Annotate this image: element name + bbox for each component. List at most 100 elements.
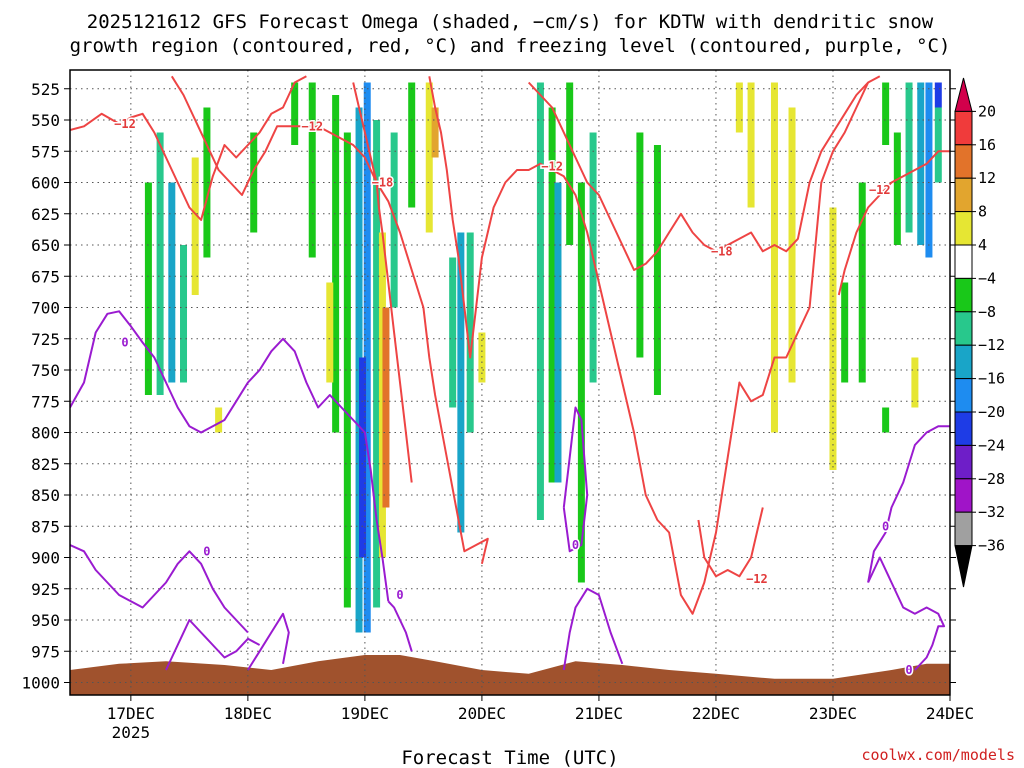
chart-title-line2: growth region (contoured, red, °C) and f…	[70, 35, 951, 57]
colorbar-label: 20	[978, 102, 996, 120]
y-tick-label: 675	[31, 267, 60, 286]
purple-contour-label: 0	[882, 519, 889, 533]
y-tick-label: 750	[31, 361, 60, 380]
colorbar-label: 16	[978, 136, 996, 154]
omega-cell	[156, 132, 164, 395]
omega-cell	[893, 132, 901, 245]
omega-cell	[291, 82, 299, 145]
colorbar-label: 12	[978, 169, 996, 187]
colorbar-label: −16	[978, 370, 1005, 388]
terrain-fill	[70, 655, 950, 695]
omega-cell	[180, 245, 188, 383]
y-tick-label: 625	[31, 205, 60, 224]
colorbar-swatch	[954, 344, 973, 380]
purple-contour-line	[562, 587, 624, 671]
omega-cell	[215, 407, 223, 433]
terrain-surface	[70, 655, 950, 695]
colorbar-label: −12	[978, 336, 1005, 354]
chart-title-line1: 2025121612 GFS Forecast Omega (shaded, −…	[87, 11, 934, 33]
red-contour-line	[527, 81, 869, 271]
y-tick-label: 925	[31, 580, 60, 599]
y-tick-label: 600	[31, 174, 60, 193]
omega-cell	[191, 157, 199, 295]
colorbar-swatch	[954, 311, 973, 346]
x-tick-label: 24DEC	[926, 704, 974, 723]
red-contour-label: −12	[541, 159, 563, 173]
colorbar-label: −32	[978, 503, 1005, 521]
y-tick-label: 650	[31, 236, 60, 255]
colorbar-swatch	[954, 277, 973, 313]
omega-cell	[431, 107, 439, 158]
omega-cell	[449, 257, 457, 408]
omega-cell	[378, 232, 386, 558]
purple-contour-label: 0	[572, 538, 579, 552]
x-axis-label: Forecast Time (UTC)	[401, 747, 618, 768]
dendritic-contours	[70, 75, 950, 615]
colorbar-swatch	[954, 244, 973, 279]
purple-contour-label: 0	[121, 336, 128, 350]
plot-frame	[69, 69, 951, 696]
omega-cell	[326, 282, 334, 383]
red-contour-line	[428, 75, 881, 615]
omega-cell	[653, 145, 661, 395]
colorbar-label: −20	[978, 403, 1005, 421]
omega-cell	[917, 82, 925, 245]
omega-cell	[308, 82, 316, 258]
omega-cell	[882, 407, 890, 433]
x-tick-label: 18DEC	[224, 704, 272, 723]
omega-cell	[425, 82, 433, 233]
colorbar-label: −36	[978, 537, 1005, 555]
colorbar-swatch	[954, 144, 973, 179]
omega-cell	[203, 107, 211, 258]
red-contour-label: −18	[711, 244, 733, 258]
purple-contour-line	[387, 600, 413, 652]
omega-cell	[168, 182, 176, 383]
y-tick-label: 950	[31, 611, 60, 630]
omega-cell	[457, 232, 465, 533]
red-contour-label: −12	[301, 119, 323, 133]
red-contour-line	[697, 507, 764, 578]
purple-contour-label: 0	[203, 544, 210, 558]
x-tick-year-label: 2025	[112, 723, 151, 742]
red-contour-line	[170, 75, 489, 565]
omega-cell	[747, 82, 755, 208]
red-contour-label: −12	[869, 183, 891, 197]
y-tick-label: 550	[31, 111, 60, 130]
colorbar-label: −28	[978, 470, 1005, 488]
colorbar-swatch	[954, 211, 973, 246]
purple-contour-line	[165, 619, 261, 671]
omega-cell	[466, 232, 474, 433]
contour-labels: −12 −12 −18 −12 −18 −12 −12 0 0 0 0 0 0	[113, 115, 915, 678]
red-contour-line	[837, 150, 950, 296]
y-tick-label: 700	[31, 299, 60, 318]
y-tick-label: 525	[31, 80, 60, 99]
x-tick-label: 17DEC	[107, 704, 155, 723]
freezing-level-contours	[70, 310, 950, 671]
purple-contour-line	[562, 406, 589, 553]
omega-cell	[911, 357, 919, 408]
red-contour-label: −18	[372, 176, 394, 190]
x-tick-label: 23DEC	[809, 704, 857, 723]
red-contour-label: −12	[114, 117, 136, 131]
y-tick-label: 900	[31, 549, 60, 568]
colorbar-label: −4	[978, 269, 996, 287]
omega-cell	[363, 82, 371, 633]
colorbar-label: 4	[978, 236, 987, 254]
x-tick-label: 22DEC	[692, 704, 740, 723]
y-tick-label: 825	[31, 455, 60, 474]
colorbar-swatch	[954, 478, 973, 513]
red-contour-line	[352, 82, 413, 483]
omega-cell	[536, 82, 544, 520]
omega-cell	[382, 307, 390, 508]
colorbar-swatch	[954, 511, 973, 547]
omega-cell	[566, 82, 574, 245]
omega-cell	[373, 120, 381, 608]
x-tick-label: 20DEC	[458, 704, 506, 723]
y-tick-label: 975	[31, 642, 60, 661]
x-tick-label: 19DEC	[341, 704, 389, 723]
omega-cell	[770, 82, 778, 433]
y-tick-label: 725	[31, 330, 60, 349]
omega-cell	[925, 82, 933, 258]
